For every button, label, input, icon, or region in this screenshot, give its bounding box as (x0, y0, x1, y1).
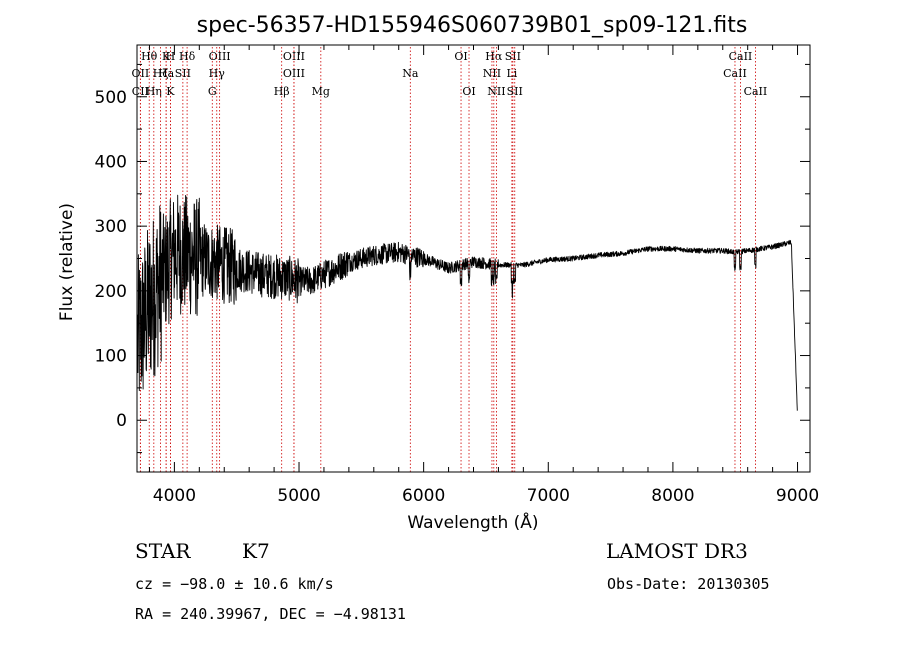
y-tick-label: 100 (95, 347, 127, 367)
line-label: Hγ (209, 67, 226, 80)
x-tick-label: 4000 (153, 486, 196, 506)
x-tick-label: 8000 (651, 486, 694, 506)
line-label: H (166, 50, 176, 63)
line-label: Hη (146, 85, 162, 98)
line-label: NII (483, 67, 501, 80)
x-tick-label: 7000 (527, 486, 570, 506)
line-label: Hζ (153, 67, 169, 80)
y-axis-label: Flux (relative) (57, 203, 77, 321)
line-label: Hβ (274, 85, 290, 98)
line-label: SII (175, 67, 191, 80)
line-label: Hα (485, 50, 503, 63)
line-label: OI (462, 85, 475, 98)
line-label: OI (454, 50, 467, 63)
chart-title: spec-56357-HD155946S060739B01_sp09-121.f… (197, 13, 748, 38)
line-label: Hδ (179, 50, 196, 63)
y-tick-label: 400 (95, 152, 127, 172)
y-tick-label: 200 (95, 282, 127, 302)
line-label: CII (132, 85, 149, 98)
x-axis: 4000 5000 6000 7000 8000 9000 (148, 45, 819, 506)
x-axis-label: Wavelength (Å) (407, 511, 538, 533)
spectrum-series (137, 194, 798, 411)
line-label: K (166, 85, 175, 98)
spectrum-line (137, 194, 798, 411)
line-label: K (162, 50, 171, 63)
class-label: STAR (135, 539, 191, 563)
line-label: OIII (283, 67, 305, 80)
line-label: SII (507, 85, 523, 98)
coordinates-text: RA = 240.39967, DEC = −4.98131 (135, 605, 406, 623)
line-label: G (208, 85, 217, 98)
obs-date-text: Obs-Date: 20130305 (607, 575, 770, 593)
survey-label: LAMOST DR3 (606, 539, 748, 563)
line-label: Hθ (141, 50, 158, 63)
redshift-text: cz = −98.0 ± 10.6 km/s (135, 575, 334, 593)
line-label: Mg (312, 85, 330, 98)
y-tick-label: 500 (95, 88, 127, 108)
y-tick-label: 0 (116, 411, 127, 431)
line-label: CaII (744, 85, 768, 98)
line-label: CaII (723, 67, 747, 80)
line-label: Ha (158, 67, 175, 80)
line-label: OII (132, 67, 150, 80)
x-tick-label: 5000 (277, 486, 320, 506)
y-axis: 0 100 200 300 400 500 (95, 63, 810, 454)
line-label: Na (402, 67, 419, 80)
line-label: NII (487, 85, 505, 98)
line-label: SII (505, 50, 521, 63)
x-tick-label: 9000 (776, 486, 819, 506)
line-label: Li (506, 67, 517, 80)
subclass-label: K7 (242, 539, 270, 563)
line-label: OIII (209, 50, 231, 63)
x-tick-label: 6000 (402, 486, 445, 506)
y-tick-label: 300 (95, 217, 127, 237)
line-label: CaII (729, 50, 753, 63)
